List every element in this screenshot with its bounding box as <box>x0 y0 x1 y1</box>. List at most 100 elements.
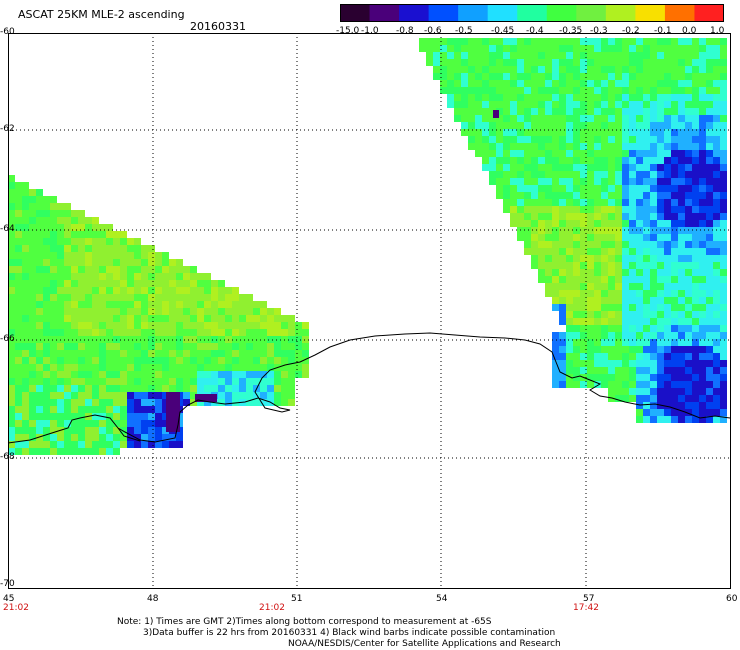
swath-cell <box>615 353 622 360</box>
swath-cell <box>22 287 29 294</box>
colorbar-swatch <box>576 4 607 22</box>
swath-cell <box>155 252 162 259</box>
swath-cell <box>155 280 162 287</box>
swath-cell <box>162 406 169 413</box>
swath-cell <box>475 59 482 66</box>
swath-cell <box>183 364 190 371</box>
swath-cell <box>552 164 559 171</box>
swath-cell <box>8 322 15 329</box>
swath-cell <box>587 101 594 108</box>
swath-cell <box>678 122 685 129</box>
swath-cell <box>545 241 552 248</box>
swath-cell <box>15 196 22 203</box>
swath-cell <box>720 52 727 59</box>
swath-cell <box>636 220 643 227</box>
swath-cell <box>545 101 552 108</box>
swath-cell <box>302 364 309 371</box>
swath-cell <box>43 343 50 350</box>
swath-cell <box>692 143 699 150</box>
swath-cell <box>64 378 71 385</box>
swath-cell <box>622 318 629 325</box>
swath-cell <box>608 262 615 269</box>
swath-cell <box>302 322 309 329</box>
swath-cell <box>78 308 85 315</box>
swath-cell <box>64 343 71 350</box>
swath-cell <box>57 287 64 294</box>
swath-cell <box>615 262 622 269</box>
swath-cell <box>36 273 43 280</box>
swath-cell <box>295 364 302 371</box>
note-line-3: NOAA/NESDIS/Center for Satellite Applica… <box>288 639 561 649</box>
swath-cell <box>106 252 113 259</box>
swath-cell <box>71 308 78 315</box>
swath-cell <box>78 217 85 224</box>
swath-cell <box>524 45 531 52</box>
swath-cell <box>636 45 643 52</box>
swath-cell <box>573 290 580 297</box>
swath-cell <box>15 364 22 371</box>
swath-cell <box>580 346 587 353</box>
swath-cell <box>496 73 503 80</box>
swath-cell <box>148 287 155 294</box>
swath-cell <box>64 252 71 259</box>
swath-cell <box>699 290 706 297</box>
swath-cell <box>559 87 566 94</box>
colorbar-swatch <box>517 4 548 22</box>
swath-cell <box>253 371 260 378</box>
swath-cell <box>573 241 580 248</box>
swath-cell <box>538 269 545 276</box>
swath-cell <box>517 234 524 241</box>
swath-cell <box>608 122 615 129</box>
swath-cell <box>664 276 671 283</box>
swath-cell <box>496 101 503 108</box>
swath-cell <box>671 227 678 234</box>
swath-cell <box>538 227 545 234</box>
swath-cell <box>106 308 113 315</box>
colorbar-tick-label: -0.2 <box>622 26 640 36</box>
swath-cell <box>629 45 636 52</box>
swath-cell <box>8 336 15 343</box>
swath-cell <box>468 122 475 129</box>
swath-cell <box>587 360 594 367</box>
swath-cell <box>127 350 134 357</box>
swath-cell <box>134 371 141 378</box>
swath-cell <box>608 269 615 276</box>
swath-cell <box>538 73 545 80</box>
swath-cell <box>580 381 587 388</box>
swath-cell <box>510 101 517 108</box>
swath-cell <box>127 371 134 378</box>
swath-cell <box>720 87 727 94</box>
swath-cell <box>545 171 552 178</box>
swath-cell <box>601 73 608 80</box>
swath-cell <box>629 192 636 199</box>
swath-cell <box>134 427 141 434</box>
swath-cell <box>281 350 288 357</box>
swath-cell <box>720 73 727 80</box>
swath-cell <box>713 59 720 66</box>
swath-cell <box>545 108 552 115</box>
swath-cell <box>671 234 678 241</box>
swath-cell <box>580 297 587 304</box>
colorbar-swatch <box>546 4 577 22</box>
swath-cell <box>538 178 545 185</box>
swath-cell <box>692 220 699 227</box>
swath-cell <box>699 332 706 339</box>
swath-cell <box>552 290 559 297</box>
swath-cell <box>8 217 15 224</box>
swath-cell <box>197 343 204 350</box>
swath-cell <box>218 315 225 322</box>
swath-cell <box>622 38 629 45</box>
swath-cell <box>134 238 141 245</box>
swath-cell <box>246 364 253 371</box>
swath-cell <box>22 357 29 364</box>
note-line-2: 3)Data buffer is 22 hrs from 20160331 4)… <box>143 628 556 638</box>
swath-cell <box>608 59 615 66</box>
swath-cell <box>622 297 629 304</box>
swath-cell <box>71 315 78 322</box>
swath-cell <box>699 346 706 353</box>
swath-cell <box>713 129 720 136</box>
swath-cell <box>608 346 615 353</box>
swath-cell <box>127 427 134 434</box>
swath-cell <box>197 308 204 315</box>
swath-cell <box>127 392 134 399</box>
